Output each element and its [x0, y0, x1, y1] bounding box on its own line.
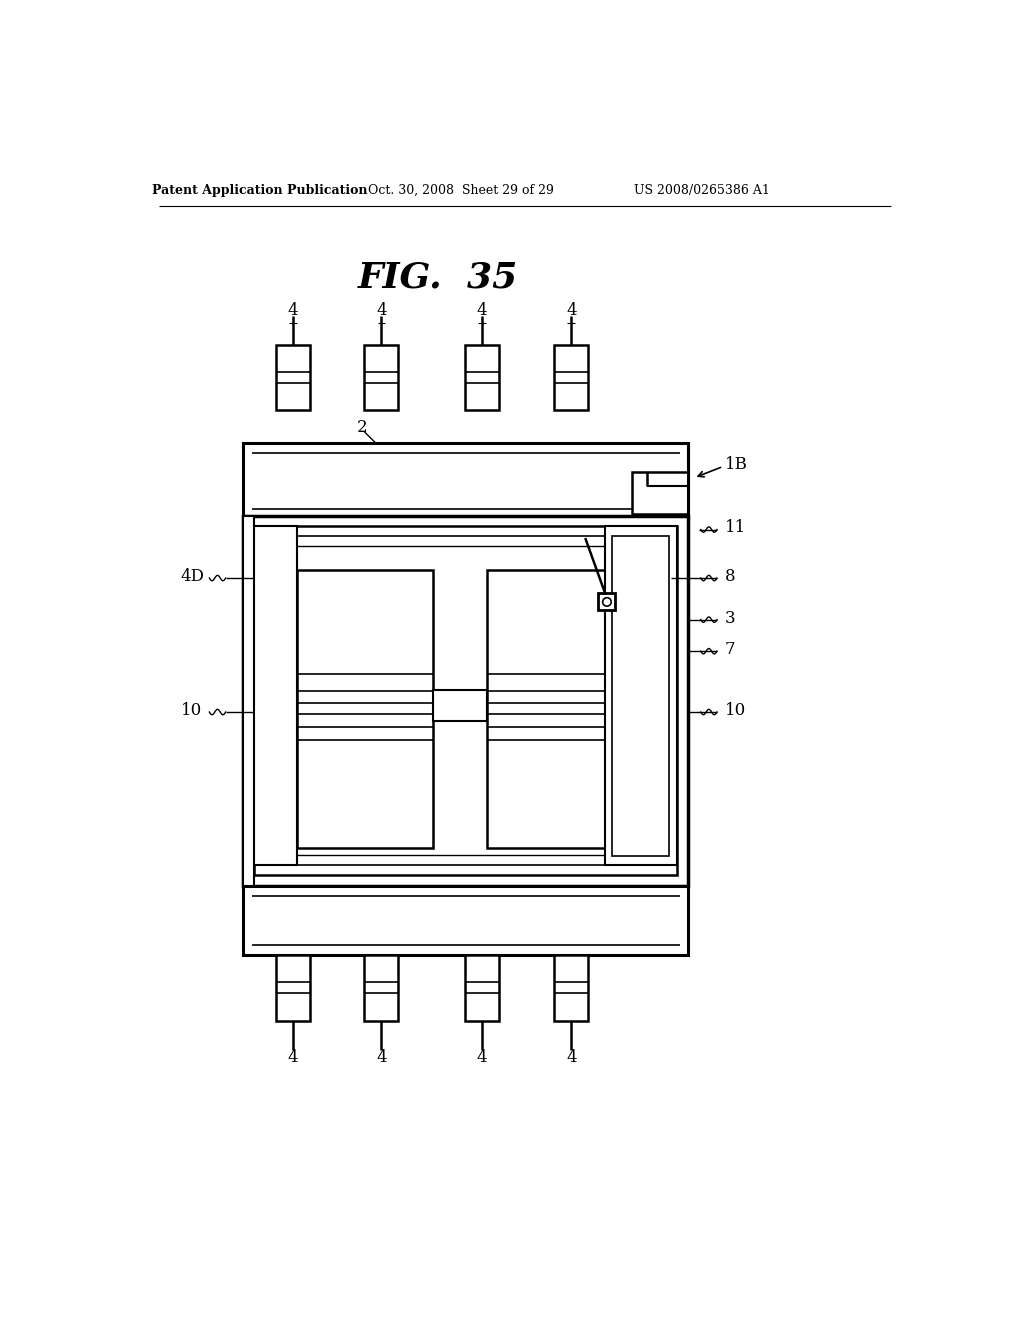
Bar [297, 570, 432, 847]
Bar [254, 527, 677, 875]
Text: 4: 4 [477, 301, 487, 318]
Text: 11: 11 [725, 520, 746, 536]
Text: 4D: 4D [180, 568, 205, 585]
Text: 2: 2 [356, 420, 368, 437]
Bar [598, 594, 615, 610]
Bar [365, 345, 398, 411]
Bar [632, 471, 688, 515]
Bar [252, 527, 297, 866]
Bar [276, 345, 310, 411]
Text: 4: 4 [376, 1049, 387, 1067]
Text: 4: 4 [477, 1049, 487, 1067]
Text: 7: 7 [725, 642, 735, 659]
Text: 10: 10 [725, 702, 746, 719]
Text: 3: 3 [725, 610, 735, 627]
Bar [243, 516, 688, 886]
Bar [486, 570, 623, 847]
Text: 8: 8 [725, 568, 735, 585]
Bar [243, 444, 688, 517]
Bar [432, 689, 486, 721]
Bar [554, 345, 589, 411]
Text: 4: 4 [288, 301, 298, 318]
Bar [604, 527, 677, 866]
Bar [612, 536, 669, 855]
Bar [365, 956, 398, 1020]
Text: 4: 4 [376, 301, 387, 318]
Text: US 2008/0265386 A1: US 2008/0265386 A1 [634, 185, 769, 197]
Bar [266, 536, 665, 866]
Bar [243, 516, 254, 886]
Text: 4: 4 [566, 1049, 577, 1067]
Text: 1B: 1B [725, 457, 748, 474]
Text: Patent Application Publication: Patent Application Publication [152, 185, 368, 197]
Bar [554, 956, 589, 1020]
Bar [465, 345, 500, 411]
Bar [465, 956, 500, 1020]
Bar [243, 886, 688, 956]
Text: 10: 10 [180, 702, 202, 719]
Text: 4: 4 [566, 301, 577, 318]
Text: 4: 4 [288, 1049, 298, 1067]
Bar [278, 546, 653, 855]
Text: FIG.  35: FIG. 35 [357, 261, 518, 294]
Bar [276, 956, 310, 1020]
Text: Oct. 30, 2008  Sheet 29 of 29: Oct. 30, 2008 Sheet 29 of 29 [369, 185, 554, 197]
